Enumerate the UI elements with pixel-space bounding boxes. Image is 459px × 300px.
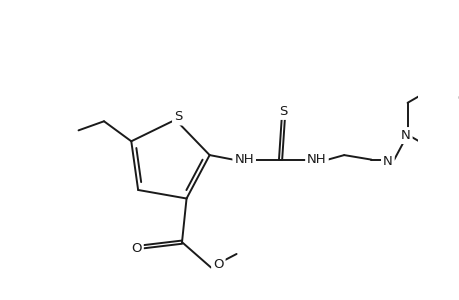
Text: S: S (279, 105, 287, 118)
Text: N: N (400, 129, 410, 142)
Text: NH: NH (307, 153, 326, 166)
Text: NH: NH (234, 153, 253, 166)
Text: O: O (131, 242, 141, 255)
Text: N: N (382, 155, 392, 168)
Text: S: S (174, 110, 182, 124)
Text: O: O (456, 92, 459, 105)
Text: O: O (213, 258, 223, 272)
